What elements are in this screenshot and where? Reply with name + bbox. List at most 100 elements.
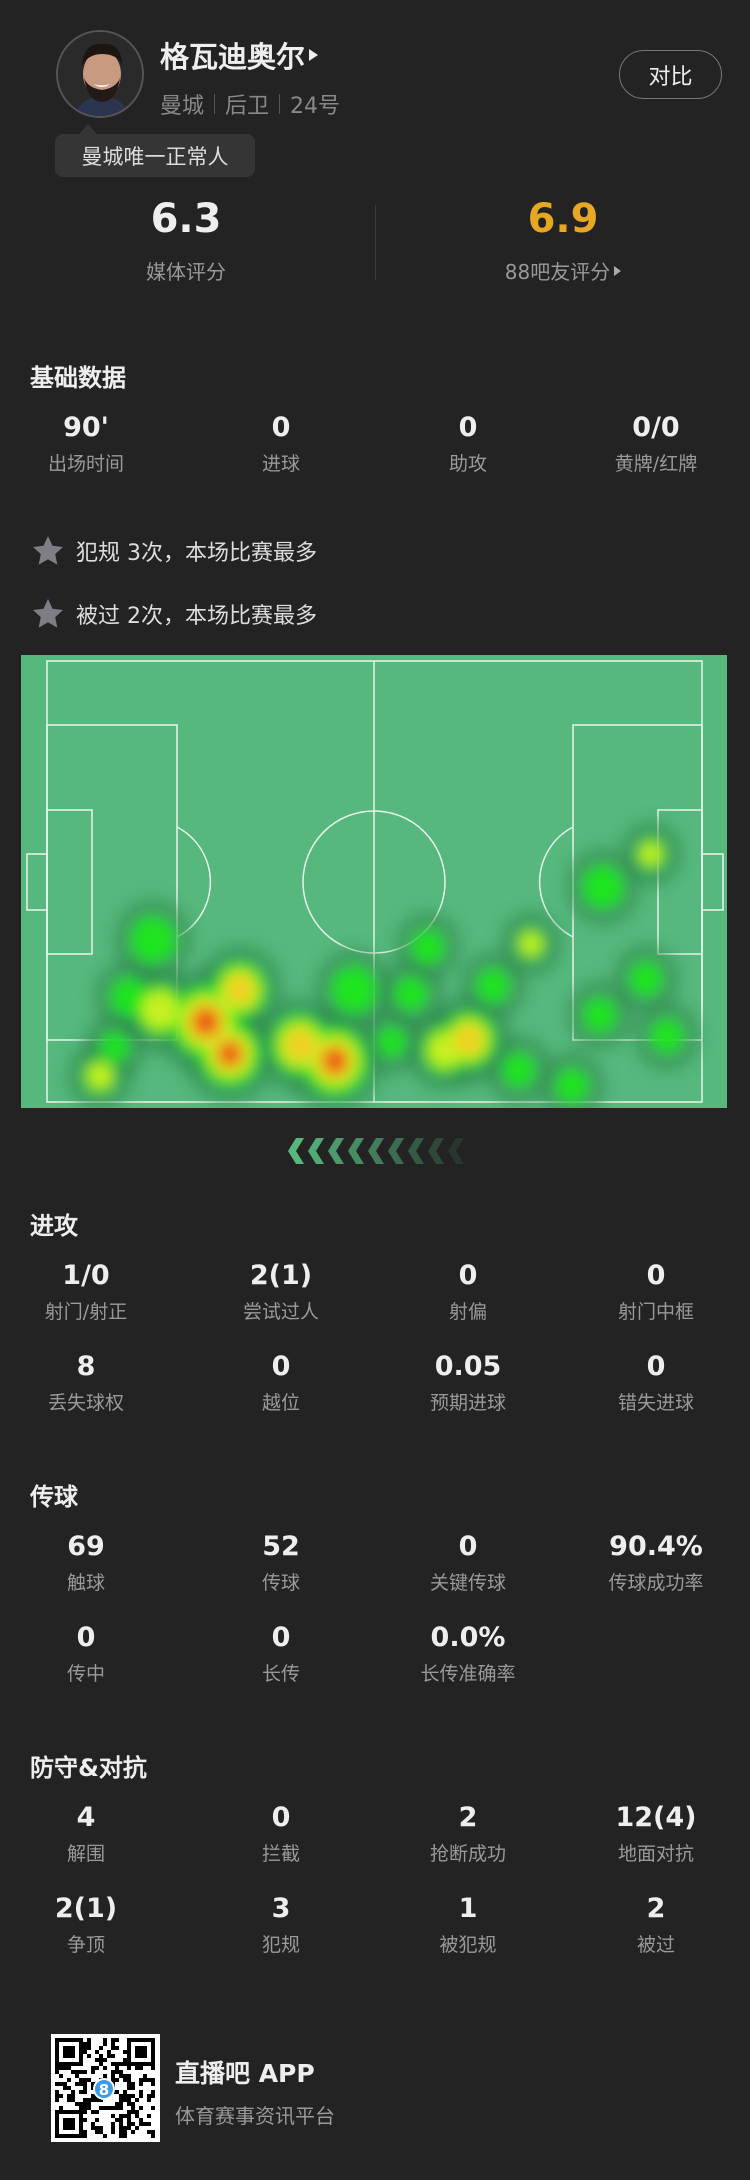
- highlight-text: 被过 2次，本场比赛最多: [76, 604, 317, 629]
- heat-blob: [395, 977, 427, 1011]
- stat-value: 12(4): [615, 1802, 697, 1833]
- heat-blob: [520, 932, 542, 956]
- stat-cell: 2 抢断成功: [368, 1801, 568, 1871]
- stat-value: 52: [262, 1531, 300, 1562]
- attack-title: 进攻: [30, 1212, 78, 1240]
- stat-label: 射偏: [448, 1301, 487, 1323]
- stat-cell: 0 射门中框: [556, 1259, 750, 1329]
- heat-blob: [142, 991, 178, 1029]
- chevron-left-icon: [448, 1138, 464, 1164]
- attack-direction-indicator: [286, 1138, 466, 1164]
- stat-label: 射门/射正: [44, 1301, 128, 1323]
- stat-value: 0: [271, 412, 291, 443]
- fan-rating-label: 88吧友评分: [504, 260, 611, 284]
- heat-blob: [192, 1007, 220, 1037]
- heat-blob: [101, 1032, 129, 1062]
- stat-cell: 0.0% 长传准确率: [368, 1621, 568, 1691]
- basic-stats-title: 基础数据: [30, 364, 126, 392]
- stat-label: 射门中框: [617, 1301, 694, 1323]
- stat-cell: 3 犯规: [181, 1892, 381, 1962]
- stat-value: 0: [271, 1802, 291, 1833]
- stat-value: 0.05: [434, 1351, 502, 1382]
- player-team: 曼城: [160, 94, 205, 119]
- stat-label: 丢失球权: [47, 1392, 124, 1414]
- stat-cell: 0 射偏: [368, 1259, 568, 1329]
- chevron-left-icon: [348, 1138, 364, 1164]
- stat-value: 1: [458, 1893, 478, 1924]
- stat-value: 69: [67, 1531, 105, 1562]
- heat-blob: [556, 1069, 588, 1103]
- stat-value: 3: [271, 1893, 291, 1924]
- heat-blob: [651, 1019, 683, 1053]
- heat-blob: [412, 930, 444, 964]
- stat-cell: 0/0 黄牌/红牌: [556, 411, 750, 481]
- arrow-right-icon: [309, 49, 319, 61]
- stat-cell: 52 传球: [181, 1530, 381, 1600]
- chevron-left-icon: [408, 1138, 424, 1164]
- chevron-left-icon: [308, 1138, 324, 1164]
- heat-blob: [332, 966, 376, 1014]
- player-name-link[interactable]: 格瓦迪奥尔: [160, 34, 319, 76]
- stat-value: 1/0: [62, 1260, 110, 1291]
- stat-cell: 90.4% 传球成功率: [556, 1530, 750, 1600]
- highlight-row: 犯规 3次，本场比赛最多: [30, 533, 317, 569]
- stat-value: 0: [271, 1622, 291, 1653]
- stat-value: 0: [76, 1622, 96, 1653]
- stat-label: 黄牌/红牌: [614, 453, 698, 475]
- stat-cell: 2(1) 争顶: [0, 1892, 186, 1962]
- stat-label: 拦截: [261, 1843, 300, 1865]
- player-number: 24号: [290, 94, 341, 119]
- stat-label: 进球: [261, 453, 300, 475]
- stat-label: 传球成功率: [608, 1572, 704, 1594]
- stat-cell: 0 错失进球: [556, 1350, 750, 1420]
- heat-blob: [131, 916, 175, 964]
- heat-blob: [477, 969, 509, 1003]
- stat-cell: 2(1) 尝试过人: [181, 1259, 381, 1329]
- media-rating-label: 媒体评分: [146, 260, 226, 284]
- stat-value: 0/0: [632, 412, 680, 443]
- heat-blob: [88, 1063, 112, 1089]
- stat-cell: 1/0 射门/射正: [0, 1259, 186, 1329]
- stat-label: 越位: [261, 1392, 300, 1414]
- stat-label: 长传: [261, 1663, 300, 1685]
- stat-value: 4: [76, 1802, 96, 1833]
- qr-code: 8: [51, 2034, 160, 2142]
- media-rating: 6.3 媒体评分: [36, 196, 336, 285]
- heat-blob: [284, 1028, 316, 1062]
- stat-value: 8: [76, 1351, 96, 1382]
- player-position: 后卫: [225, 94, 270, 119]
- stat-label: 长传准确率: [420, 1663, 516, 1685]
- fan-rating-value: 6.9: [527, 196, 599, 242]
- stat-cell: 90' 出场时间: [0, 411, 186, 481]
- stat-cell: 4 解围: [0, 1801, 186, 1871]
- stat-cell: 0 越位: [181, 1350, 381, 1420]
- stat-value: 2(1): [54, 1893, 118, 1924]
- stat-label: 被犯规: [439, 1934, 497, 1956]
- stat-label: 错失进球: [617, 1392, 694, 1414]
- stat-label: 被过: [636, 1934, 675, 1956]
- stat-label: 预期进球: [429, 1392, 506, 1414]
- stat-label: 抢断成功: [429, 1843, 506, 1865]
- player-meta: 曼城 后卫 24号: [160, 88, 340, 120]
- stat-cell: 2 被过: [556, 1892, 750, 1962]
- stat-cell: 0 助攻: [368, 411, 568, 481]
- player-photo: [58, 32, 142, 116]
- stat-value: 0: [646, 1260, 666, 1291]
- stat-label: 触球: [66, 1572, 105, 1594]
- chevron-left-icon: [388, 1138, 404, 1164]
- passing-title: 传球: [30, 1483, 78, 1511]
- highlight-row: 被过 2次，本场比赛最多: [30, 596, 317, 632]
- app-logo-icon: [93, 2078, 115, 2100]
- stat-cell: 0 关键传球: [368, 1530, 568, 1600]
- heat-blob: [584, 998, 616, 1032]
- arrow-right-icon: [614, 265, 622, 276]
- stat-value: 0.0%: [430, 1622, 506, 1653]
- star-icon: [33, 599, 63, 628]
- player-avatar[interactable]: [56, 30, 144, 118]
- heat-blob: [583, 866, 623, 908]
- compare-button[interactable]: 对比: [619, 50, 722, 99]
- chevron-left-icon: [288, 1138, 304, 1164]
- stat-value: 0: [458, 412, 478, 443]
- stat-cell: 0 拦截: [181, 1801, 381, 1871]
- fan-rating[interactable]: 6.9 88吧友评分: [413, 196, 713, 285]
